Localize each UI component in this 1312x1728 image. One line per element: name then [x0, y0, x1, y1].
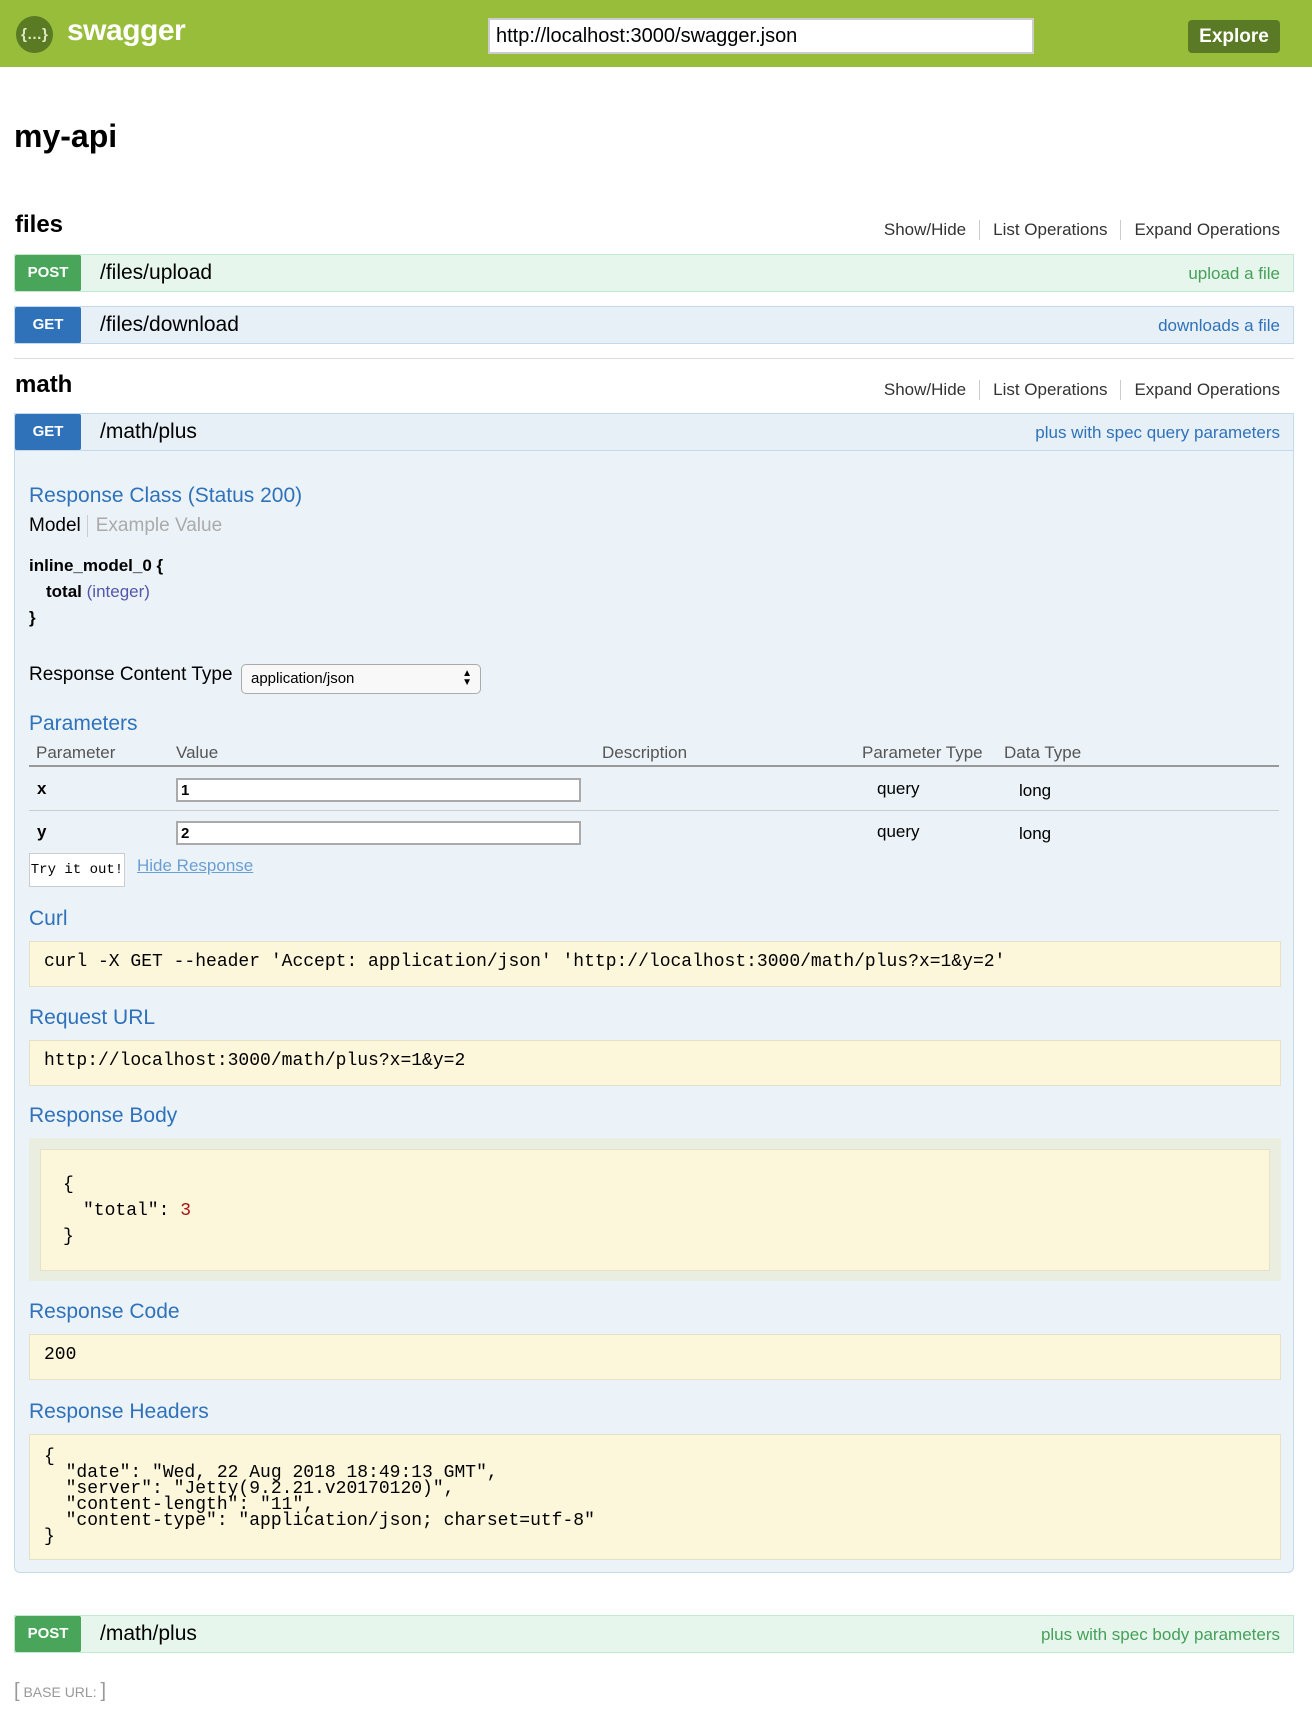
col-description: Description: [602, 743, 688, 762]
model-name: inline_model_0 {: [29, 556, 164, 575]
col-parameter: Parameter: [36, 743, 116, 762]
hide-response-link[interactable]: Hide Response: [137, 856, 254, 875]
property-name: total: [46, 582, 82, 601]
operation-post-files-upload[interactable]: POST /files/upload upload a file: [14, 254, 1294, 292]
colon: :: [92, 1684, 97, 1700]
parameter-row: x query long: [29, 769, 1279, 811]
operation-summary[interactable]: upload a file: [1188, 264, 1280, 283]
base-url-label: BASE URL: [23, 1684, 93, 1700]
model-property: total (integer): [46, 582, 150, 602]
operation-path[interactable]: /files/download: [100, 313, 239, 336]
curl-command: curl -X GET --header 'Accept: applicatio…: [29, 941, 1281, 987]
brand-name: swagger: [67, 14, 186, 47]
resource-math-links: Show/Hide List Operations Expand Operati…: [871, 380, 1280, 400]
method-badge[interactable]: POST: [15, 255, 81, 291]
col-parameter-type: Parameter Type: [862, 743, 983, 762]
json-value: 3: [180, 1201, 192, 1221]
model-close: }: [29, 608, 36, 627]
content-type-label: Response Content Type: [29, 664, 233, 685]
response-class-title: Response Class (Status 200): [29, 484, 303, 507]
operation-path[interactable]: /files/upload: [100, 261, 213, 284]
operation-get-files-download[interactable]: GET /files/download downloads a file: [14, 306, 1294, 344]
operation-summary[interactable]: plus with spec query parameters: [1035, 423, 1280, 442]
show-hide-link[interactable]: Show/Hide: [871, 220, 981, 240]
operation-details-panel: Response Class (Status 200) Model Exampl…: [14, 451, 1294, 1573]
content-type-value: application/json: [251, 670, 355, 687]
parameters-header-row: Parameter Value Description Parameter Ty…: [29, 743, 1279, 767]
operation-summary[interactable]: plus with spec body parameters: [1040, 1625, 1280, 1644]
json-key: "total":: [83, 1201, 181, 1221]
response-headers-value: { "date": "Wed, 22 Aug 2018 18:49:13 GMT…: [29, 1434, 1281, 1560]
operation-get-math-plus[interactable]: GET /math/plus plus with spec query para…: [14, 413, 1294, 451]
show-hide-link[interactable]: Show/Hide: [871, 380, 981, 400]
response-body: { "total": 3 }: [40, 1149, 1270, 1271]
content-type-select[interactable]: application/json ▲ ▼: [241, 664, 481, 694]
response-body-title: Response Body: [29, 1104, 178, 1127]
param-x-input[interactable]: [176, 778, 581, 802]
operation-path[interactable]: /math/plus: [100, 1622, 197, 1645]
swagger-logo-icon: {…}: [16, 16, 53, 53]
request-url-value: http://localhost:3000/math/plus?x=1&y=2: [29, 1040, 1281, 1086]
param-data-type: long: [1019, 781, 1052, 800]
api-title: my-api: [14, 118, 118, 154]
col-value: Value: [176, 743, 219, 762]
parameters-title: Parameters: [29, 712, 138, 735]
operation-path[interactable]: /math/plus: [100, 420, 197, 443]
select-arrows-icon: ▲ ▼: [462, 668, 472, 688]
method-badge[interactable]: GET: [15, 414, 81, 450]
spec-url-input[interactable]: [488, 18, 1034, 54]
response-body-wrap: { "total": 3 }: [29, 1138, 1281, 1281]
param-name: x: [37, 779, 47, 798]
model-tab[interactable]: Model: [29, 515, 88, 537]
param-type: query: [877, 779, 920, 798]
method-badge[interactable]: GET: [15, 307, 81, 343]
bracket: ]: [100, 1680, 107, 1702]
divider: [14, 358, 1294, 359]
param-name: y: [37, 822, 47, 841]
expand-operations-link[interactable]: Expand Operations: [1134, 220, 1280, 239]
json-brace: {: [63, 1175, 74, 1195]
param-y-input[interactable]: [176, 821, 581, 845]
model-tabs: Model Example Value: [29, 515, 222, 537]
try-it-out-button[interactable]: Try it out!: [29, 853, 125, 887]
top-bar: {…} swagger Explore: [0, 0, 1312, 67]
request-url-title: Request URL: [29, 1006, 156, 1029]
bracket: [: [14, 1680, 20, 1702]
json-brace: }: [63, 1227, 74, 1247]
property-type: (integer): [86, 582, 150, 601]
response-headers-title: Response Headers: [29, 1400, 209, 1423]
list-operations-link[interactable]: List Operations: [980, 220, 1122, 240]
param-data-type: long: [1019, 824, 1052, 843]
col-data-type: Data Type: [1004, 743, 1082, 762]
example-value-tab[interactable]: Example Value: [95, 515, 223, 536]
parameter-row: y query long: [29, 812, 1279, 852]
param-type: query: [877, 822, 920, 841]
expand-operations-link[interactable]: Expand Operations: [1134, 380, 1280, 399]
curl-title: Curl: [29, 907, 68, 930]
method-badge[interactable]: POST: [15, 1616, 81, 1652]
operation-summary[interactable]: downloads a file: [1158, 316, 1280, 335]
base-url-footer: [ BASE URL: ]: [14, 1680, 106, 1703]
operation-post-math-plus[interactable]: POST /math/plus plus with spec body para…: [14, 1615, 1294, 1653]
resource-files-title[interactable]: files: [15, 211, 64, 238]
resource-math-title[interactable]: math: [15, 371, 73, 398]
explore-button[interactable]: Explore: [1188, 20, 1280, 53]
response-code-value: 200: [29, 1334, 1281, 1380]
response-code-title: Response Code: [29, 1300, 180, 1323]
resource-files-links: Show/Hide List Operations Expand Operati…: [871, 220, 1280, 240]
list-operations-link[interactable]: List Operations: [980, 380, 1122, 400]
json-line: "total": 3: [63, 1198, 1247, 1224]
